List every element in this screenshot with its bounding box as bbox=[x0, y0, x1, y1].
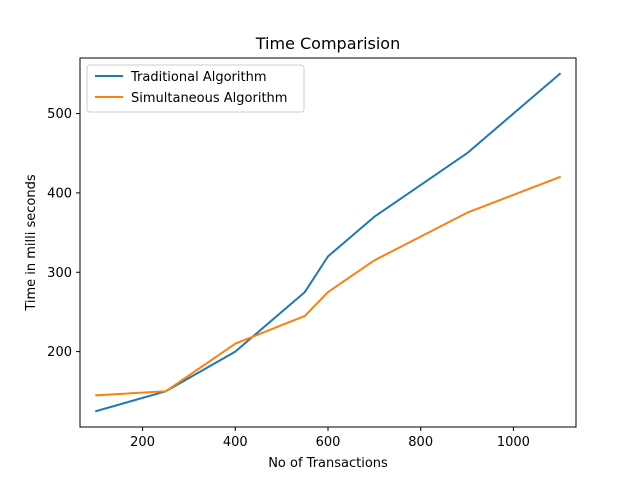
y-axis: 200 300 400 500 bbox=[47, 107, 80, 360]
x-axis-label: No of Transactions bbox=[268, 456, 388, 471]
series-line-0 bbox=[94, 72, 562, 413]
legend-box bbox=[86, 64, 305, 113]
legend: Traditional Algorithm Simultaneous Algor… bbox=[86, 64, 305, 113]
y-tick-label: 500 bbox=[47, 107, 72, 122]
x-tick-label: 400 bbox=[223, 435, 248, 450]
plot-area bbox=[94, 72, 562, 413]
legend-label-traditional: Traditional Algorithm bbox=[130, 70, 266, 85]
chart-title: Time Comparision bbox=[255, 34, 400, 53]
x-tick-label: 1000 bbox=[497, 435, 530, 450]
x-tick-label: 600 bbox=[316, 435, 341, 450]
legend-label-simultaneous: Simultaneous Algorithm bbox=[131, 91, 287, 106]
series-line-1 bbox=[95, 175, 562, 397]
x-tick-label: 200 bbox=[130, 435, 155, 450]
y-tick-label: 200 bbox=[47, 345, 72, 360]
y-tick-label: 300 bbox=[47, 266, 72, 281]
x-tick-label: 800 bbox=[408, 435, 433, 450]
y-axis-label: Time in milli seconds bbox=[24, 174, 39, 312]
y-tick-label: 400 bbox=[47, 186, 72, 201]
x-axis: 200 400 600 800 1000 bbox=[130, 427, 530, 450]
